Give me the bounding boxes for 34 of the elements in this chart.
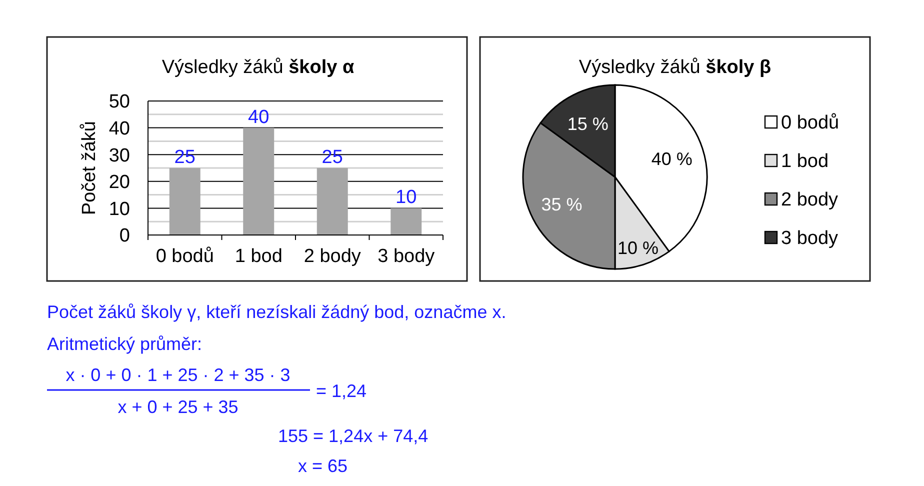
text: x = 65 <box>298 456 348 476</box>
text: x + 0 + 25 + 35 <box>118 397 238 417</box>
chart-title: Výsledky žáků školy α <box>162 57 354 78</box>
y-tick-label: 20 <box>108 172 130 194</box>
legend-label: 1 bod <box>781 151 829 172</box>
bar <box>390 208 422 235</box>
chart-title: Výsledky žáků školy β <box>578 57 772 78</box>
data-label: 15 % <box>567 114 608 134</box>
data-label: 40 % <box>651 148 692 169</box>
legend-label: 2 body <box>781 190 839 211</box>
y-tick-label: 40 <box>108 118 130 140</box>
bar <box>169 168 200 235</box>
data-label: 10 <box>396 187 417 208</box>
y-axis-title: Počet žáků <box>79 121 100 215</box>
data-label: 10 % <box>618 238 659 258</box>
x-tick-label: 0 bodů <box>156 246 214 267</box>
bar <box>243 128 274 235</box>
bar <box>316 168 348 235</box>
x-tick-label: 3 body <box>378 246 436 267</box>
text: x · 0 + 0 · 1 + 25 · 2 + 35 · 3 <box>66 365 290 385</box>
legend-label: 3 body <box>781 228 839 250</box>
text: Aritmetický průměr: <box>47 334 202 354</box>
x-tick-label: 2 body <box>304 246 362 267</box>
legend-label: 0 bodů <box>781 112 840 134</box>
y-tick-label: 10 <box>108 198 130 220</box>
data-label: 35 % <box>541 194 582 214</box>
y-tick-label: 0 <box>119 226 130 247</box>
x-tick-label: 1 bod <box>234 246 282 267</box>
y-tick-label: 50 <box>108 92 130 113</box>
text: 155 = 1,24x + 74,4 <box>278 426 428 446</box>
data-label: 40 <box>248 106 270 128</box>
y-tick-label: 30 <box>108 145 130 166</box>
text: Počet žáků školy γ, kteří nezískali žádný bod, označme x. <box>47 302 506 322</box>
text: = 1,24 <box>316 381 367 401</box>
